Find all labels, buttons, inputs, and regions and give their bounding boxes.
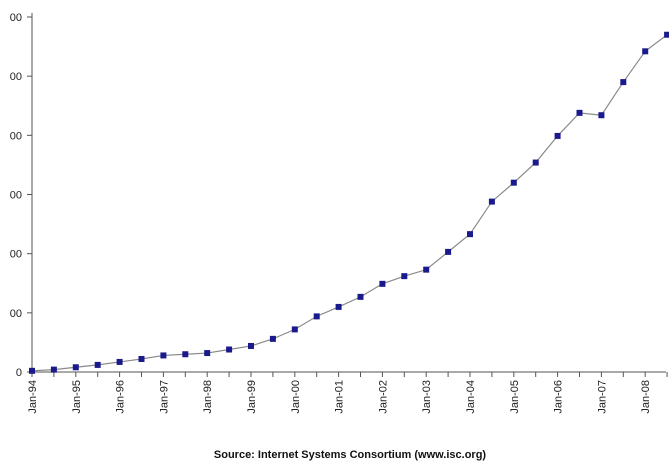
data-point — [445, 248, 452, 255]
y-tick-label: 00 — [10, 308, 22, 320]
data-point — [50, 366, 57, 373]
data-point — [510, 179, 517, 186]
data-point — [357, 293, 364, 300]
data-point — [554, 132, 561, 139]
x-tick-label: Jan-05 — [509, 380, 521, 414]
data-point — [642, 48, 649, 55]
x-tick-label: Jan-04 — [465, 380, 477, 414]
data-point — [116, 358, 123, 365]
source-note: Source: Internet Systems Consortium (www… — [214, 449, 487, 461]
x-axis: Jan-94 Jan-95 Jan-96 Jan-97 Jan-98 Jan-99 Jan-… — [27, 371, 668, 414]
data-point — [248, 342, 254, 349]
data-point — [72, 364, 79, 371]
data-point — [94, 361, 101, 368]
data-point — [226, 346, 233, 353]
y-tick-label: 00 — [10, 71, 22, 83]
y-tick-label: 00 — [10, 190, 22, 202]
data-point — [467, 231, 473, 238]
data-point — [423, 266, 430, 273]
y-tick-label: 00 — [10, 12, 22, 24]
x-tick-label: Jan-98 — [202, 380, 214, 414]
x-tick-label: Jan-03 — [421, 380, 433, 414]
x-tick-label: Jan-97 — [158, 380, 170, 414]
series-group — [29, 31, 669, 374]
data-point — [138, 355, 145, 362]
x-tick-label: Jan-95 — [71, 380, 83, 414]
data-point — [488, 198, 495, 205]
data-point — [664, 31, 669, 38]
data-point — [160, 352, 167, 359]
x-tick-label: Jan-07 — [596, 380, 608, 414]
data-point — [182, 351, 189, 358]
x-tick-label: Jan-01 — [334, 380, 346, 414]
x-tick-label: Jan-06 — [553, 380, 565, 414]
data-point — [532, 159, 539, 166]
data-point — [379, 280, 386, 287]
data-point — [620, 79, 627, 86]
y-tick-label: 00 — [10, 130, 22, 142]
x-tick-label: Jan-08 — [640, 380, 652, 414]
data-point — [269, 335, 276, 342]
data-point — [401, 273, 408, 280]
x-tick-label: Jan-94 — [27, 380, 39, 414]
data-point — [204, 350, 211, 357]
series-line — [31, 34, 668, 372]
x-tick-label: Jan-99 — [246, 380, 258, 414]
data-point — [598, 112, 605, 119]
data-point — [313, 313, 320, 320]
data-point — [335, 303, 342, 310]
data-point — [291, 326, 298, 333]
y-tick-label: 0 — [16, 367, 22, 379]
x-tick-label: Jan-96 — [115, 380, 127, 414]
x-tick-label: Jan-02 — [377, 380, 389, 414]
y-tick-label: 00 — [10, 249, 22, 261]
data-point — [576, 109, 583, 116]
data-point — [29, 367, 35, 374]
x-tick-label: Jan-00 — [290, 380, 302, 414]
